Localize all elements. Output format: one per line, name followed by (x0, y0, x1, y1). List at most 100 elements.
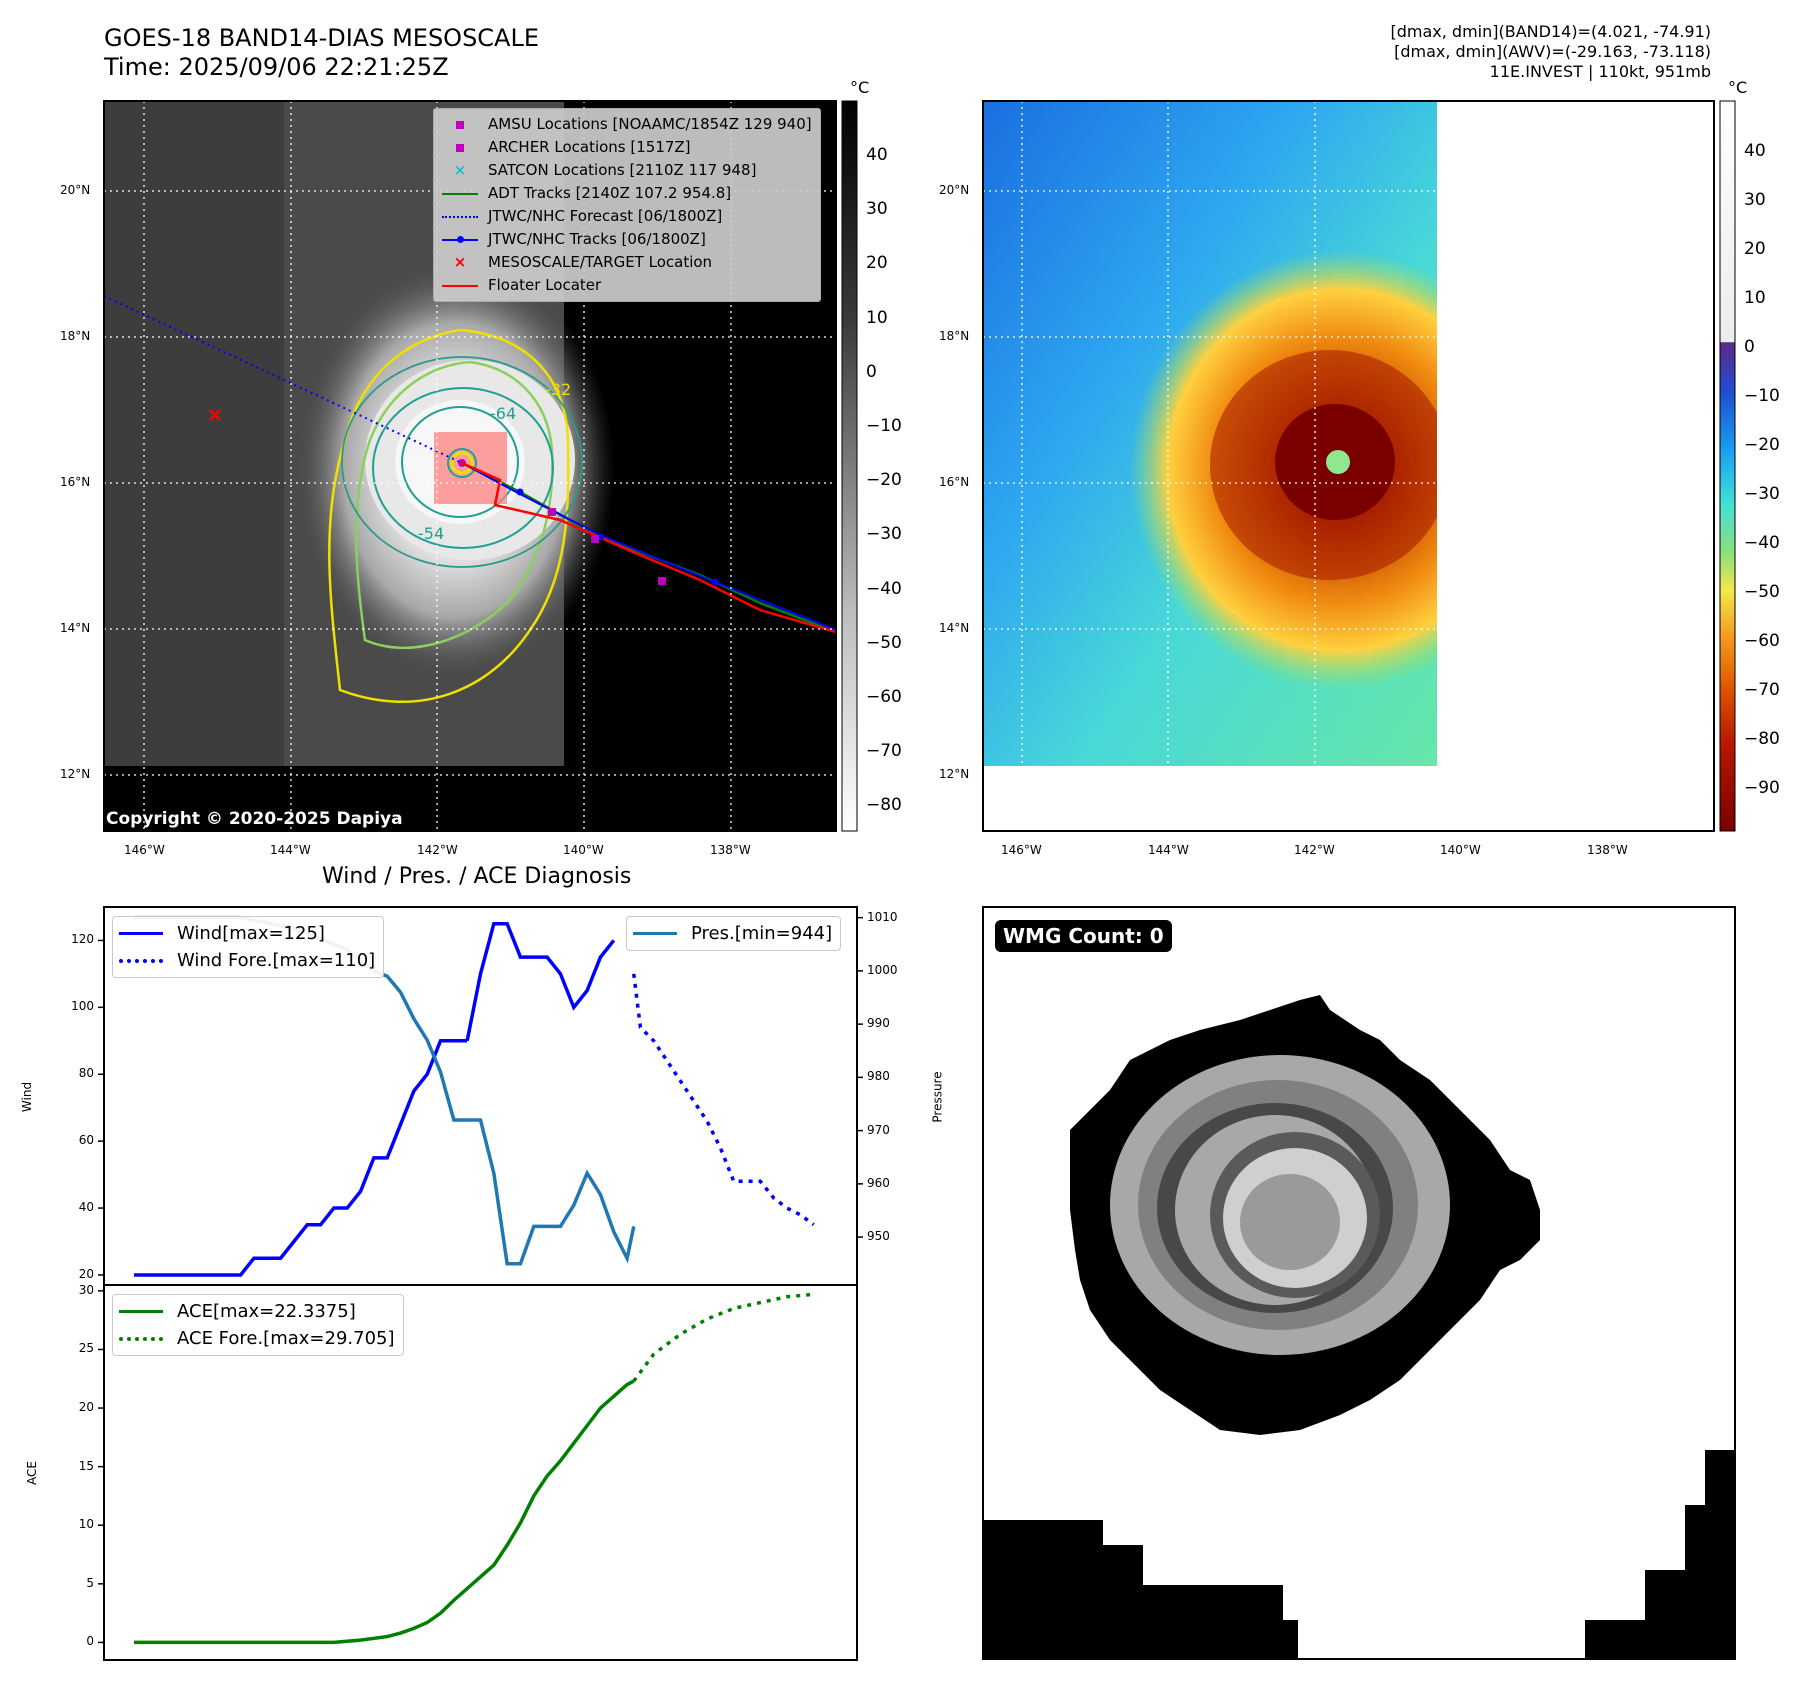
wind-tick-label: 20 (78, 1266, 94, 1281)
lat-label: 14°N (939, 621, 970, 635)
ace-tick-label: 30 (78, 1282, 94, 1297)
lon-label: 144°W (270, 843, 311, 857)
pressure-tick-label: 990 (867, 1016, 890, 1031)
colorbar-tick-label: −30 (1744, 484, 1780, 504)
colorbar-tick-label: 20 (1744, 239, 1766, 259)
ace-tick-label: 5 (86, 1575, 94, 1590)
colorbar-tick-label: −50 (866, 632, 902, 653)
lon-label: 140°W (563, 843, 604, 857)
colorbar-tick-label: −50 (1744, 582, 1780, 602)
pressure-tick-label: 960 (867, 1175, 890, 1190)
ir-map-imagery (104, 101, 836, 831)
copyright-text: Copyright © 2020-2025 Dapiya (106, 809, 403, 829)
colorbar-tick-label: −70 (1744, 680, 1780, 700)
wind-axis-label: Wind (20, 1081, 35, 1113)
pressure-tick-label: 980 (867, 1069, 890, 1084)
lon-label: 140°W (1440, 843, 1481, 857)
legend-row-archer: ARCHER Locations [1517Z] (440, 136, 812, 159)
pressure-tick-label: 1000 (867, 962, 898, 977)
lon-label: 138°W (710, 843, 751, 857)
square-marker-icon (440, 136, 480, 159)
solid-line-icon (633, 920, 681, 947)
legend-label: SATCON Locations [2110Z 117 948] (488, 161, 757, 179)
legend-row-tracks: JTWC/NHC Tracks [06/1800Z] (440, 228, 812, 251)
stats-block: [dmax, dmin](BAND14)=(4.021, -74.91) [dm… (1391, 22, 1712, 82)
lat-label: 20°N (60, 183, 91, 197)
stats-line2: [dmax, dmin](AWV)=(-29.163, -73.118) (1394, 42, 1711, 61)
x-marker-icon: × (453, 161, 467, 179)
legend-row-target: × MESOSCALE/TARGET Location (440, 251, 812, 274)
lon-label: 142°W (1294, 843, 1335, 857)
legend-label: AMSU Locations [NOAAMC/1854Z 129 940] (488, 115, 812, 133)
lon-label: 146°W (1001, 843, 1042, 857)
colorbar-tick-label: −80 (866, 795, 902, 816)
solid-line-icon (119, 920, 167, 947)
wind-tick-label: 40 (78, 1200, 94, 1215)
solid-line-icon (119, 1298, 167, 1325)
ir-colorbar (841, 100, 858, 832)
legend-label: Pres.[min=944] (691, 923, 833, 944)
square-marker-icon (440, 113, 480, 136)
legend-label: MESOSCALE/TARGET Location (488, 253, 713, 271)
lat-label: 16°N (60, 475, 91, 489)
ace-forecast-line (632, 1292, 814, 1383)
legend-label: JTWC/NHC Tracks [06/1800Z] (488, 230, 706, 248)
legend-label: ACE[max=22.3375] (177, 1301, 356, 1322)
legend-row-pressure: Pres.[min=944] (633, 920, 832, 947)
legend-label: ADT Tracks [2140Z 107.2 954.8] (488, 184, 732, 202)
lon-label: 142°W (417, 843, 458, 857)
colorbar-tick-label: −60 (866, 687, 902, 707)
colorbar-tick-label: −60 (1744, 631, 1780, 651)
contour-label: -54 (418, 524, 445, 543)
legend-label: Wind[max=125] (177, 923, 325, 944)
lon-label: 138°W (1587, 843, 1628, 857)
contour-label: -32 (545, 380, 572, 399)
colorbar-tick-label: −20 (866, 470, 902, 491)
diagnosis-chart-title: Wind / Pres. / ACE Diagnosis (322, 864, 632, 889)
legend-row-floater: Floater Locater (440, 274, 812, 297)
map-legend: AMSU Locations [NOAAMC/1854Z 129 940] AR… (433, 108, 821, 302)
figure-title-line1: GOES-18 BAND14-DIAS MESOSCALE (104, 24, 540, 52)
wind-tick-label: 100 (71, 999, 94, 1014)
solid-line-icon (440, 182, 480, 205)
line-dot-icon (440, 228, 480, 251)
legend-label: JTWC/NHC Forecast [06/1800Z] (488, 207, 723, 225)
colorbar-tick-label: −40 (866, 578, 902, 599)
legend-row-adt: ADT Tracks [2140Z 107.2 954.8] (440, 182, 812, 205)
wind-tick-label: 120 (71, 932, 94, 947)
ace-legend: ACE[max=22.3375] ACE Fore.[max=29.705] (112, 1294, 404, 1356)
colorbar-tick-label: 10 (866, 307, 888, 328)
colorbar-tick-label: 10 (1744, 288, 1766, 308)
wind-tick-label: 60 (78, 1133, 94, 1148)
colorbar-tick-label: 0 (1744, 337, 1755, 357)
legend-row-wind: Wind[max=125] (119, 920, 375, 947)
legend-label: ARCHER Locations [1517Z] (488, 138, 691, 156)
awv-colorbar (1719, 100, 1736, 832)
ace-tick-label: 0 (86, 1634, 94, 1649)
legend-row-ace: ACE[max=22.3375] (119, 1298, 395, 1325)
colorbar-tick-label: −30 (866, 524, 902, 545)
colorbar-tick-label: 40 (866, 145, 888, 165)
colorbar-tick-label: 20 (866, 253, 888, 274)
wind-forecast-line (632, 973, 815, 1227)
lon-label: 144°W (1148, 843, 1189, 857)
wind-line (465, 921, 616, 1042)
lon-label: 146°W (124, 843, 165, 857)
contour-label: -64 (490, 404, 517, 423)
stats-line1: [dmax, dmin](BAND14)=(4.021, -74.91) (1390, 22, 1712, 41)
pressure-tick-label: 1010 (867, 909, 898, 924)
colorbar-tick-label: −80 (1744, 729, 1780, 749)
lat-label: 12°N (939, 767, 970, 781)
ace-line (134, 1379, 635, 1645)
dotted-line-icon (119, 947, 167, 974)
colorbar-tick-label: −90 (1744, 778, 1780, 798)
pressure-legend: Pres.[min=944] (626, 916, 842, 951)
legend-row-wind-forecast: Wind Fore.[max=110] (119, 947, 375, 974)
legend-label: Floater Locater (488, 276, 602, 294)
colorbar-tick-label: −40 (1744, 533, 1780, 553)
wind-line (134, 1039, 468, 1277)
colorbar-tick-label: 30 (1744, 190, 1766, 210)
wind-tick-label: 80 (78, 1066, 94, 1081)
ace-tick-label: 15 (78, 1458, 94, 1473)
